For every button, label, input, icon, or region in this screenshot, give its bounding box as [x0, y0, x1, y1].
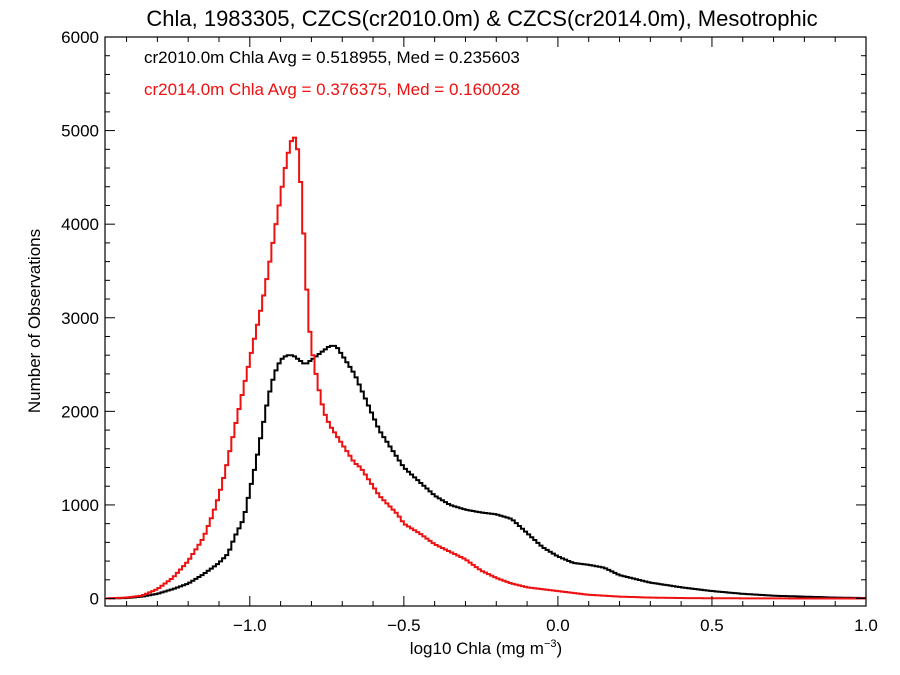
y-tick-label: 6000 — [61, 28, 99, 47]
y-tick-label: 4000 — [61, 215, 99, 234]
y-tick-label: 5000 — [61, 122, 99, 141]
series-layer — [105, 136, 866, 600]
x-axis-label-close: ) — [557, 639, 563, 658]
y-tick-label: 3000 — [61, 309, 99, 328]
x-axis-label-superscript: −3 — [544, 638, 557, 650]
series-line-1 — [105, 344, 866, 600]
legend-entry-2: cr2014.0m Chla Avg = 0.376375, Med = 0.1… — [144, 80, 520, 99]
x-tick-label: 1.0 — [854, 616, 878, 635]
y-tick-label: 0 — [90, 590, 99, 609]
y-tick-label: 1000 — [61, 496, 99, 515]
chart-title: Chla, 1983305, CZCS(cr2010.0m) & CZCS(cr… — [146, 6, 817, 31]
y-tick-label: 2000 — [61, 402, 99, 421]
plot-area — [104, 36, 867, 607]
plot-frame — [104, 36, 867, 607]
legend-entry-1: cr2010.0m Chla Avg = 0.518955, Med = 0.2… — [144, 48, 520, 67]
series-line-2 — [105, 136, 866, 600]
x-tick-label: 0.5 — [700, 616, 724, 635]
y-axis-label: Number of Observations — [25, 229, 44, 413]
x-tick-label: 0.0 — [546, 616, 570, 635]
x-axis-label-main: log10 Chla (mg m — [410, 639, 544, 658]
x-tick-label: −0.5 — [387, 616, 421, 635]
ticks-layer: −1.0 −0.5 0.0 0.5 1.0 0 1000 2000 3000 4000 5000 60… — [61, 28, 878, 635]
x-tick-label: −1.0 — [233, 616, 267, 635]
x-axis-label: log10 Chla (mg m−3) — [410, 638, 562, 658]
